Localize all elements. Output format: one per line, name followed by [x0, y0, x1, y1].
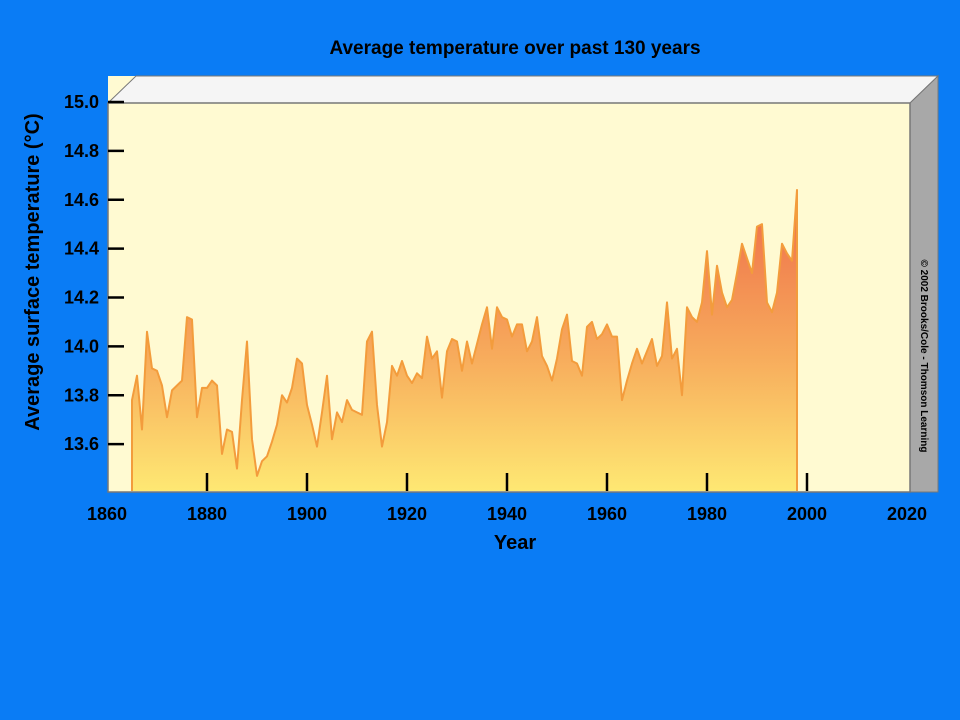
y-tick-label: 14.8	[64, 141, 99, 161]
x-tick-label: 2020	[887, 504, 927, 524]
x-tick-label: 1980	[687, 504, 727, 524]
y-tick-label: 13.6	[64, 434, 99, 454]
panel-top-face	[106, 75, 940, 104]
y-axis-label: Average surface temperature (°C)	[22, 113, 44, 430]
temperature-line	[131, 189, 798, 491]
x-tick-label: 1920	[387, 504, 427, 524]
x-tick-label: 1860	[87, 504, 127, 524]
x-axis: 1860 1880 1900 1920 1940 1960 1980 2000 2020	[87, 473, 927, 524]
y-tick-label: 15.0	[64, 92, 99, 112]
y-axis: 15.0 14.8 14.6 14.4 14.2 14.0 13.8 13.6	[64, 92, 124, 454]
y-tick-label: 13.8	[64, 385, 99, 405]
temperature-area	[132, 190, 797, 491]
y-tick-label: 14.0	[64, 336, 99, 356]
y-tick-label: 14.6	[64, 190, 99, 210]
y-tick-label: 14.2	[64, 288, 99, 308]
x-tick-label: 1960	[587, 504, 627, 524]
x-tick-label: 1900	[287, 504, 327, 524]
x-axis-label: Year	[494, 532, 536, 554]
y-tick-label: 14.4	[64, 239, 99, 259]
copyright-notice: © 2002 Brooks/Cole - Thomson Learning	[918, 260, 929, 453]
x-tick-label: 1880	[187, 504, 227, 524]
chart-title: Average temperature over past 130 years	[329, 38, 700, 59]
x-tick-label: 1940	[487, 504, 527, 524]
x-tick-label: 2000	[787, 504, 827, 524]
